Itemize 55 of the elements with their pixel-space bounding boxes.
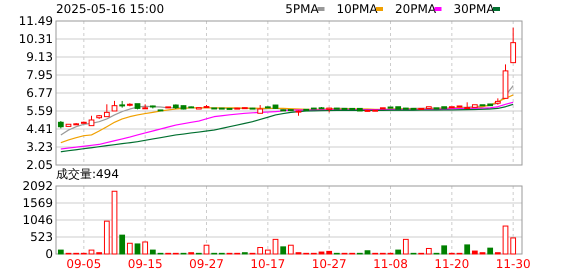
bar xyxy=(364,250,370,254)
y-tick-label: 11.49 xyxy=(18,14,53,28)
y-tick-label: 6.77 xyxy=(26,86,53,100)
y-tick-label: 3.23 xyxy=(26,140,53,154)
legend-label: 10PMA xyxy=(336,2,378,16)
x-tick-label: 09-15 xyxy=(128,257,163,271)
bar xyxy=(395,250,402,254)
x-tick-label: 10-17 xyxy=(250,257,286,271)
x-tick-label: 10-27 xyxy=(312,257,347,271)
y-tick-label: 7.95 xyxy=(26,68,53,82)
bar xyxy=(441,245,448,254)
y-tick-label: 2092 xyxy=(22,179,53,194)
y-tick-label: 0 xyxy=(45,247,53,262)
legend-label: 5PMA xyxy=(285,2,320,16)
bar xyxy=(112,190,118,254)
y-tick-label: 5.59 xyxy=(26,104,53,118)
y-tick-label: 1569 xyxy=(22,196,53,210)
bar xyxy=(326,250,332,254)
line-series xyxy=(60,94,514,144)
bar xyxy=(126,242,133,254)
y-tick-label: 4.41 xyxy=(26,122,53,136)
y-tick-label: 10.31 xyxy=(18,32,53,46)
x-tick-label: 09-05 xyxy=(66,257,102,271)
legend-label: 30PMA xyxy=(454,2,496,16)
bar xyxy=(88,250,94,254)
bar xyxy=(257,247,264,254)
bar xyxy=(264,250,271,254)
y-tick-label: 523 xyxy=(30,230,53,244)
legend-label: 20PMA xyxy=(395,2,437,16)
x-tick-label: 11-20 xyxy=(434,257,470,271)
bar xyxy=(142,241,148,254)
bar xyxy=(502,226,508,254)
y-tick-label: 2.05 xyxy=(26,158,53,172)
bar xyxy=(280,246,286,254)
bar xyxy=(104,220,110,254)
x-tick-label: 09-27 xyxy=(189,257,224,271)
chart-title: 2025-05-16 15:00 xyxy=(56,2,164,16)
bar xyxy=(426,248,432,254)
bar xyxy=(134,243,140,254)
bar xyxy=(472,250,478,254)
bar xyxy=(510,237,516,254)
bar xyxy=(58,250,64,254)
bar xyxy=(119,234,126,254)
x-tick-label: 11-08 xyxy=(373,257,408,271)
y-tick-label: 1046 xyxy=(22,213,53,228)
chart-title: 成交量:494 xyxy=(56,167,119,181)
bar xyxy=(487,248,494,254)
y-tick-label: 9.13 xyxy=(26,50,53,64)
bar xyxy=(272,238,278,254)
bar xyxy=(150,250,156,254)
bar xyxy=(464,244,470,254)
x-tick-label: 11-30 xyxy=(496,257,531,271)
bar xyxy=(204,244,210,254)
bar xyxy=(288,244,294,254)
bar xyxy=(402,238,409,254)
